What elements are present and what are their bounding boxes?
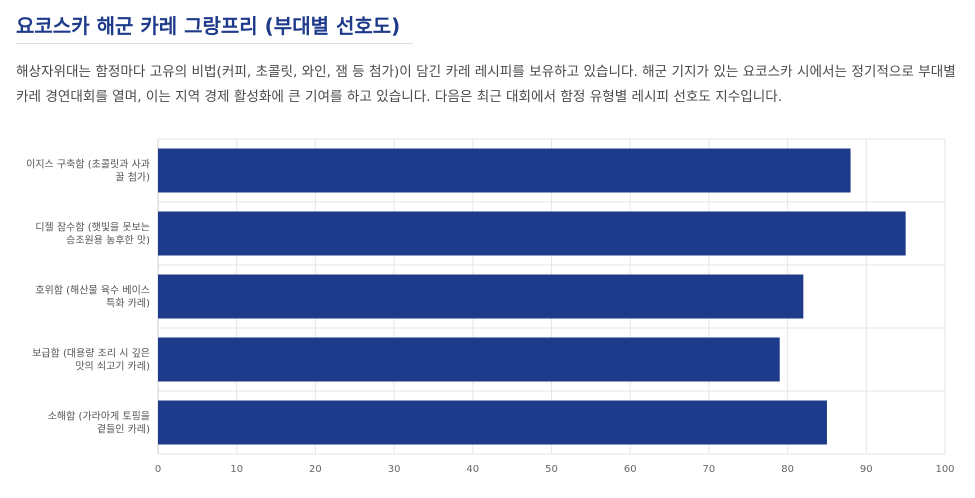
bar[interactable] [158, 274, 804, 319]
bar-chart: 이지스 구축함 (초콜릿과 사과꿀 첨가) 디젤 잠수함 (햇빛을 못보는승조원용… [26, 138, 955, 475]
x-tick-label: 90 [860, 464, 873, 475]
category-label: 특화 카레) [106, 298, 150, 310]
x-tick-label: 50 [545, 464, 558, 475]
category-label: 이지스 구축함 (초콜릿과 사과 [26, 159, 150, 171]
category-label: 호위함 (해산물 육수 베이스 [35, 284, 150, 297]
x-tick-label: 100 [935, 464, 954, 475]
chart-bars [158, 148, 906, 445]
bar[interactable] [158, 211, 906, 256]
x-tick-label: 20 [309, 464, 322, 475]
x-tick-label: 70 [703, 464, 716, 475]
category-label: 맛의 쇠고기 카레) [75, 361, 150, 373]
category-label: 디젤 잠수함 (햇빛을 못보는 [35, 222, 150, 234]
category-label: 소해함 (가라아게 토핑을 [48, 410, 150, 423]
bar[interactable] [158, 337, 780, 382]
title-divider [16, 43, 413, 44]
x-tick-label: 80 [781, 464, 794, 475]
x-tick-label: 30 [388, 464, 401, 475]
x-tick-labels: 0 10 20 30 40 50 60 70 80 90 100 [155, 464, 955, 475]
x-tick-label: 60 [624, 464, 637, 475]
page-title: 요코스카 해군 카레 그랑프리 (부대별 선호도) [16, 14, 401, 38]
x-tick-label: 10 [230, 464, 243, 475]
category-label: 꿀 첨가) [115, 172, 150, 184]
category-label: 곁들인 카레) [97, 424, 150, 436]
page-description: 해상자위대는 함정마다 고유의 비법(커피, 초콜릿, 와인, 잼 등 첨가)이… [16, 64, 956, 105]
category-label: 보급함 (대용량 조리 시 깊은 [32, 348, 150, 360]
x-tick-label: 0 [155, 464, 161, 475]
bar[interactable] [158, 400, 827, 445]
x-tick-label: 40 [466, 464, 479, 475]
category-label: 승조원용 농후한 맛) [66, 235, 150, 247]
bar[interactable] [158, 148, 851, 193]
category-labels: 이지스 구축함 (초콜릿과 사과꿀 첨가) 디젤 잠수함 (햇빛을 못보는승조원용… [26, 159, 150, 436]
